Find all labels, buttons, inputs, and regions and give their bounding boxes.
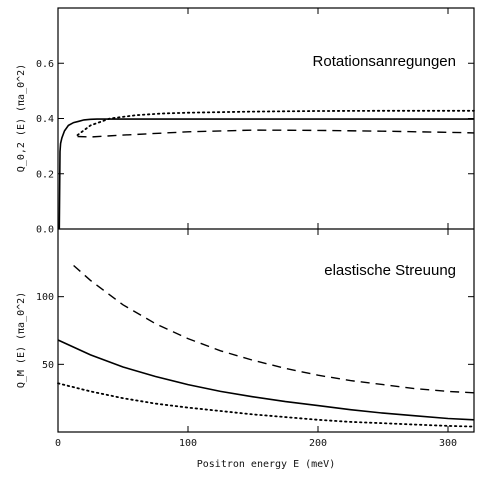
x-tick-label-2: 200 (309, 438, 327, 449)
y-tick-label-bottom-0: 50 (42, 360, 54, 371)
x-tick-label-0: 0 (55, 438, 61, 449)
y-tick-label-top-1: 0.2 (36, 169, 54, 180)
panel-annotation-elastic: elastische Streuung (324, 262, 456, 279)
series-dashed-top (77, 129, 475, 138)
y-tick-label-top-2: 0.4 (36, 114, 54, 125)
plot-frame (57, 7, 475, 433)
series-dashed-bottom (73, 264, 475, 394)
x-axis-label: Positron energy E (meV) (197, 459, 335, 470)
panel-rotational-excitation: 0.0 0.2 0.4 0.6 Q_0,2 (E) (πa_0^2) (16, 8, 475, 236)
series-dotted-top (76, 109, 475, 136)
panel-elastic-scattering: 50 100 0 100 200 300 Q_M (E) (πa_0^2) (16, 229, 475, 449)
y-tick-label-top-0: 0.0 (36, 225, 54, 236)
series-solid-bottom (57, 339, 475, 421)
x-tick-label-3: 300 (439, 438, 457, 449)
series-dotted-bottom (57, 382, 475, 428)
y-axis-label-top: Q_0,2 (E) (πa_0^2) (16, 64, 27, 172)
y-axis-label-bottom: Q_M (E) (πa_0^2) (16, 292, 27, 388)
y-tick-label-bottom-1: 100 (36, 292, 54, 303)
x-tick-label-1: 100 (179, 438, 197, 449)
panel-annotation-rotational: Rotationsanregungen (313, 53, 456, 70)
series-solid-top (58, 118, 474, 230)
y-tick-label-top-3: 0.6 (36, 59, 54, 70)
